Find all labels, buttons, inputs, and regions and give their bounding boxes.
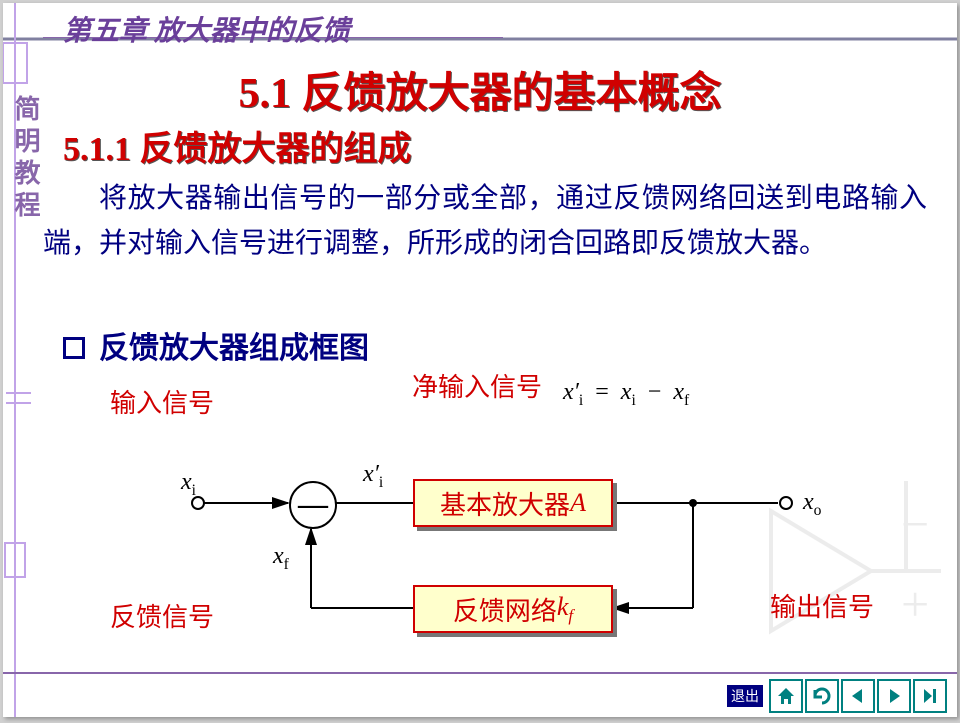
last-button[interactable] (913, 679, 947, 713)
label-xf: xf (273, 543, 289, 574)
summing-junction: — (289, 481, 337, 529)
chapter-title: 第五章 放大器中的反馈 (63, 9, 350, 49)
subsection-title: 5.1.1 反馈放大器的组成 (63, 121, 412, 170)
bottom-divider (3, 672, 957, 675)
bullet-marker (63, 337, 85, 359)
label-xo: xo (803, 489, 821, 520)
section-title: 5.1 反馈放大器的基本概念 (3, 59, 957, 120)
home-button[interactable] (769, 679, 803, 713)
svg-text:+: + (901, 576, 929, 632)
amplifier-block: 基本放大器A (413, 479, 613, 527)
prev-button[interactable] (841, 679, 875, 713)
block-diagram: 输入信号 净输入信号 反馈信号 输出信号 x′i = xi − xf (63, 363, 903, 663)
bullet-heading: 反馈放大器组成框图 (63, 323, 369, 367)
branch-dot (689, 499, 697, 507)
svg-text:−: − (901, 496, 929, 552)
nav-bar: 退出 (727, 679, 947, 713)
output-terminal (779, 496, 793, 510)
return-button[interactable] (805, 679, 839, 713)
next-button[interactable] (877, 679, 911, 713)
body-paragraph: 将放大器输出信号的一部分或全部，通过反馈网络回送到电路输入端，并对输入信号进行调… (43, 177, 927, 267)
slide: 简明教程 第五章 放大器中的反馈 5.1 反馈放大器的基本概念 5.1.1 反馈… (3, 3, 957, 717)
feedback-network-block: 反馈网络kf (413, 585, 613, 633)
label-xi: xi (181, 469, 196, 500)
label-xi-prime: x′i (363, 461, 383, 492)
exit-button[interactable]: 退出 (727, 685, 763, 707)
